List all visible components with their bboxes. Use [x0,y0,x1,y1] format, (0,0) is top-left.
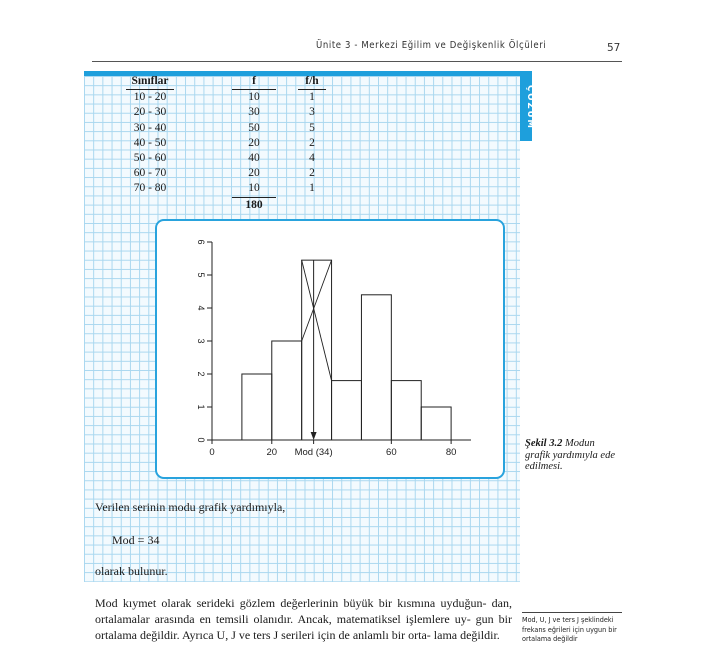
table-header-fh: f/h [298,74,326,91]
histogram-panel: 0 1 2 3 4 5 6 0 20 Mod (34) 60 80 [155,219,505,479]
table-header-classes: Sınıflar [126,74,174,91]
body-paragraph: Mod kıymet olarak serideki gözlem değerl… [95,596,512,642]
y-tick-label: 5 [196,272,206,277]
x-tick-label: 60 [386,447,397,458]
table-cell: 2 [309,167,315,180]
table-cell: 1 [309,182,315,195]
table-cell: 50 - 60 [133,152,167,165]
page-number: 57 [607,42,621,54]
table-cell: 60 - 70 [133,167,167,180]
table-total: 180 [245,198,263,211]
running-header: Ünite 3 - Merkezi Eğilim ve Değişkenlik … [316,40,547,51]
body-line-1: Verilen serinin modu grafik yardımıyla, [95,500,286,514]
histogram-bar [241,373,273,441]
section-bar [84,71,532,76]
histogram-bar [420,406,452,441]
histogram-bar [271,340,303,441]
solution-tab-label: ÇÖZÜM [525,85,535,130]
x-tick-label: Mod (34) [295,447,333,458]
x-tick-label: 0 [209,447,214,458]
solution-tab [520,71,532,141]
figure-caption-label: Şekil 3.2 [525,438,563,449]
y-tick-label: 2 [196,371,206,376]
table-cell: 50 [248,121,260,134]
table-cell: 30 [248,106,260,119]
mode-diagonal-left [301,259,332,342]
figure-caption: Şekil 3.2 Modun grafik yardımıyla ede ed… [525,438,620,473]
mode-formula: Mod = 34 [112,533,160,547]
table-cell: 1 [309,91,315,104]
table-cell: 10 [232,181,276,198]
mode-diagonal-right [301,260,332,381]
margin-note: Mod, U, J ve ters J şeklindeki frekans e… [522,612,622,644]
table-col-classes: Sınıflar 10 - 20 20 - 30 30 - 40 40 - 50… [126,74,174,197]
y-tick-label: 3 [196,338,206,343]
table-col-f: f 10 30 50 20 40 20 10 180 [232,74,276,213]
table-cell: 20 [248,136,260,149]
figure-caption-text: Modun grafik yardımıyla ede edilmesi. [525,438,616,472]
body-line-3: olarak bulunur. [95,564,168,578]
table-col-fh: f/h 1 3 5 2 4 2 1 [298,74,326,197]
y-tick-label: 0 [196,437,206,442]
table-cell: 30 - 40 [133,121,167,134]
header-rule [92,61,622,62]
table-cell: 5 [309,121,315,134]
table-cell: 4 [309,152,315,165]
x-tick-label: 80 [446,447,457,458]
y-tick-label: 6 [196,239,206,244]
y-tick-label: 4 [196,305,206,310]
table-header-f: f [232,74,276,91]
table-cell: 20 [248,167,260,180]
table-cell: 70 - 80 [133,182,167,195]
y-tick-label: 1 [196,404,206,409]
histogram-bar [331,380,362,441]
table-cell: 10 [248,91,260,104]
mode-arrow-head [310,432,317,440]
table-cell: 3 [309,106,315,119]
histogram-bar [390,380,422,441]
table-cell: 20 - 30 [133,106,167,119]
table-cell: 40 [248,152,260,165]
histogram-bar [360,294,392,441]
histogram-bar [301,259,333,441]
table-cell: 10 - 20 [133,91,167,104]
table-cell: 2 [309,136,315,149]
x-tick-label: 20 [266,447,277,458]
table-cell: 40 - 50 [133,136,167,149]
